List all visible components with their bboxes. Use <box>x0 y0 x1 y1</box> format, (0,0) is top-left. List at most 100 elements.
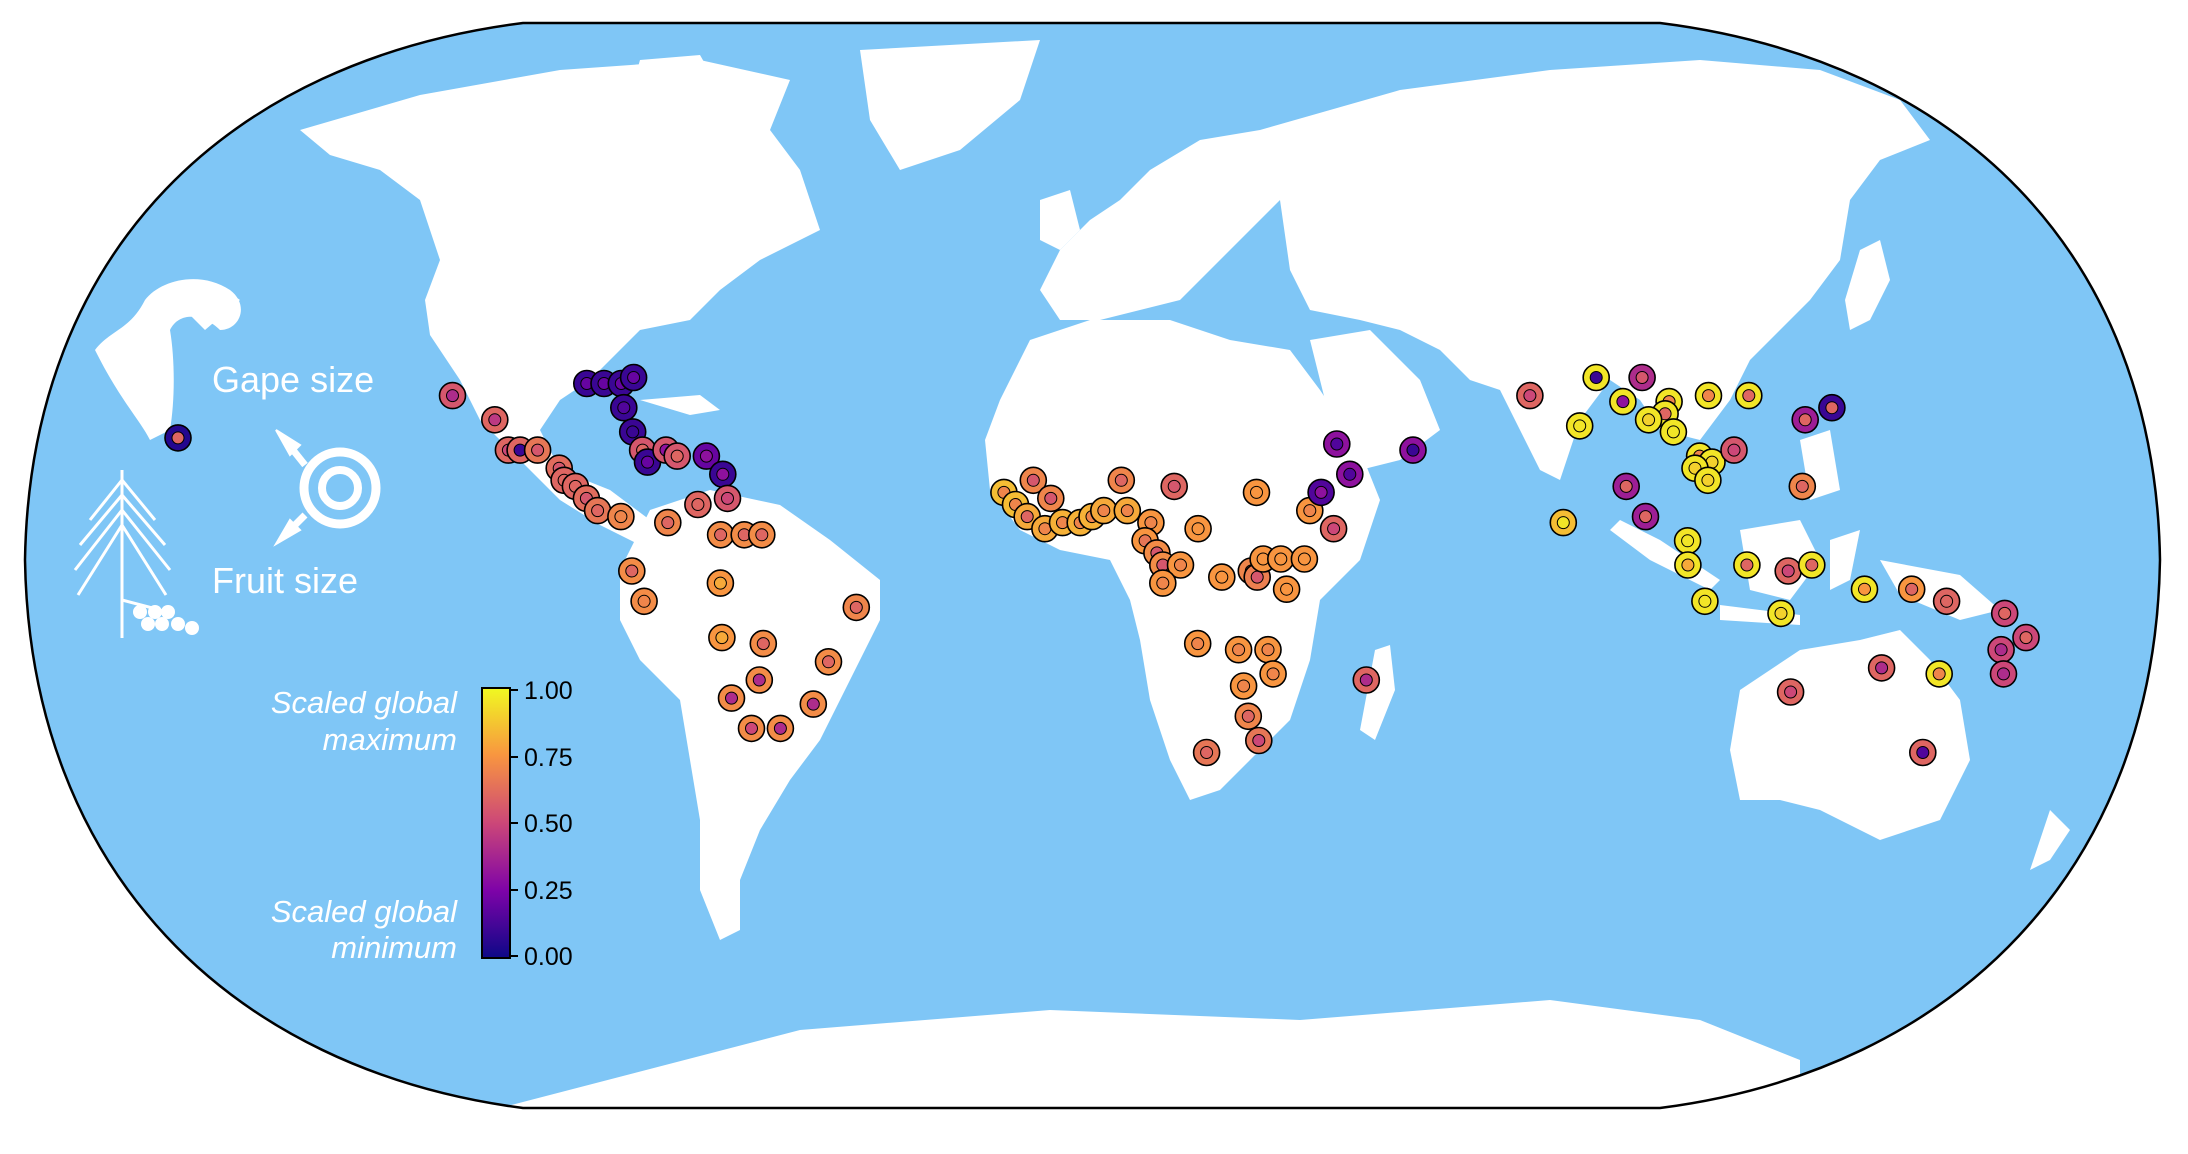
fruit-dot <box>1156 576 1170 590</box>
site-marker <box>1932 587 1961 616</box>
fruit-dot <box>725 691 738 705</box>
tick-label: 0.50 <box>524 810 573 838</box>
uk <box>1040 190 1080 250</box>
site-marker <box>164 424 192 452</box>
fruit-dot <box>1114 473 1128 487</box>
fruit-dot <box>1727 443 1741 457</box>
site-marker <box>1818 393 1846 422</box>
site-marker <box>609 393 638 422</box>
gape-fruit-arrow-icon <box>273 429 381 547</box>
fruit-dot <box>1191 637 1205 651</box>
fruit-dot <box>641 455 654 469</box>
fruit-dot <box>773 721 787 735</box>
fruit-dot <box>446 389 459 403</box>
site-marker <box>1208 563 1236 591</box>
site-marker <box>1184 514 1212 543</box>
fruit-dot <box>752 673 766 687</box>
fruit-dot <box>699 449 713 463</box>
fruit-dot <box>626 425 640 439</box>
colorbar-min-label: minimum <box>331 930 457 965</box>
fruit-dot <box>1523 389 1537 403</box>
fruit-dot <box>1798 413 1812 427</box>
site-marker <box>1733 551 1761 579</box>
fruit-dot <box>1635 371 1649 384</box>
fruit-dot <box>1698 594 1712 608</box>
fruit-dot <box>806 697 820 711</box>
gape-size-label: Gape size <box>212 359 374 400</box>
fruit-dot <box>1250 485 1263 499</box>
fruit-dot <box>488 413 502 427</box>
fruit-dot <box>1144 516 1158 530</box>
fruit-dot <box>1556 516 1570 530</box>
fruit-dot <box>1997 667 2010 681</box>
fruit-dot <box>1805 558 1819 572</box>
site-marker <box>1631 502 1660 531</box>
site-marker <box>1609 387 1637 416</box>
site-marker <box>1113 496 1142 525</box>
fruit-dot <box>1666 425 1680 439</box>
fruit-dot <box>1406 443 1420 457</box>
site-marker <box>523 436 552 464</box>
fruit-dot <box>1200 746 1214 759</box>
fruit-dot <box>625 564 639 578</box>
site-marker <box>1336 460 1364 489</box>
site-marker <box>1234 702 1263 731</box>
site-marker <box>1867 654 1896 682</box>
fruit-dot <box>637 594 651 608</box>
fruit-dot <box>1940 594 1954 608</box>
site-marker <box>1272 575 1301 604</box>
site-marker <box>1037 484 1065 513</box>
site-marker <box>684 490 712 519</box>
site-marker <box>1192 738 1221 767</box>
site-marker <box>1019 466 1048 495</box>
fruit-dot <box>1742 389 1756 403</box>
site-marker <box>1516 381 1544 410</box>
site-marker <box>1791 405 1819 434</box>
site-markers <box>164 363 2040 767</box>
site-marker <box>1565 412 1594 440</box>
site-marker <box>1307 478 1335 507</box>
fruit-dot <box>1020 510 1034 524</box>
fruit-dot <box>591 504 605 518</box>
site-marker <box>630 587 658 616</box>
site-marker <box>1107 466 1136 495</box>
site-marker <box>692 442 721 470</box>
fruit-dot <box>1875 661 1889 675</box>
site-marker <box>1659 418 1688 446</box>
site-marker <box>1242 478 1271 507</box>
site-marker <box>438 381 467 410</box>
fruit-dot <box>2019 631 2033 645</box>
site-marker <box>706 569 735 597</box>
site-marker <box>607 502 635 531</box>
site-marker <box>1694 466 1722 495</box>
colorbar-ticks <box>510 689 518 957</box>
colorbar-max-label: Scaled global <box>271 685 458 720</box>
fruit-dot <box>1252 734 1266 747</box>
site-marker <box>1224 635 1253 664</box>
tick-label: 1.00 <box>524 677 573 705</box>
site-marker <box>1352 666 1381 694</box>
site-marker <box>1788 472 1817 501</box>
fruit-dot <box>1774 606 1788 620</box>
site-marker <box>747 520 776 549</box>
fruit-dot <box>721 491 734 505</box>
fruit-dot <box>714 528 728 542</box>
site-marker <box>766 714 795 743</box>
site-marker <box>1850 575 1879 604</box>
tick-label: 0.00 <box>524 943 573 971</box>
site-marker <box>713 484 742 513</box>
fruit-dot <box>1998 606 2012 620</box>
toucan-icon <box>95 279 241 440</box>
fruit-dot <box>691 498 705 511</box>
tick-label: 0.75 <box>524 744 573 772</box>
fruit-dot <box>849 600 863 614</box>
colorbar-min-label: Scaled global <box>271 894 458 929</box>
fruit-dot <box>1573 419 1587 433</box>
greenland <box>860 40 1040 170</box>
site-marker <box>1612 472 1640 501</box>
site-marker <box>706 520 735 549</box>
fruit-dot <box>1097 504 1111 518</box>
site-marker <box>1254 635 1282 664</box>
fruit-dot <box>1191 522 1205 536</box>
